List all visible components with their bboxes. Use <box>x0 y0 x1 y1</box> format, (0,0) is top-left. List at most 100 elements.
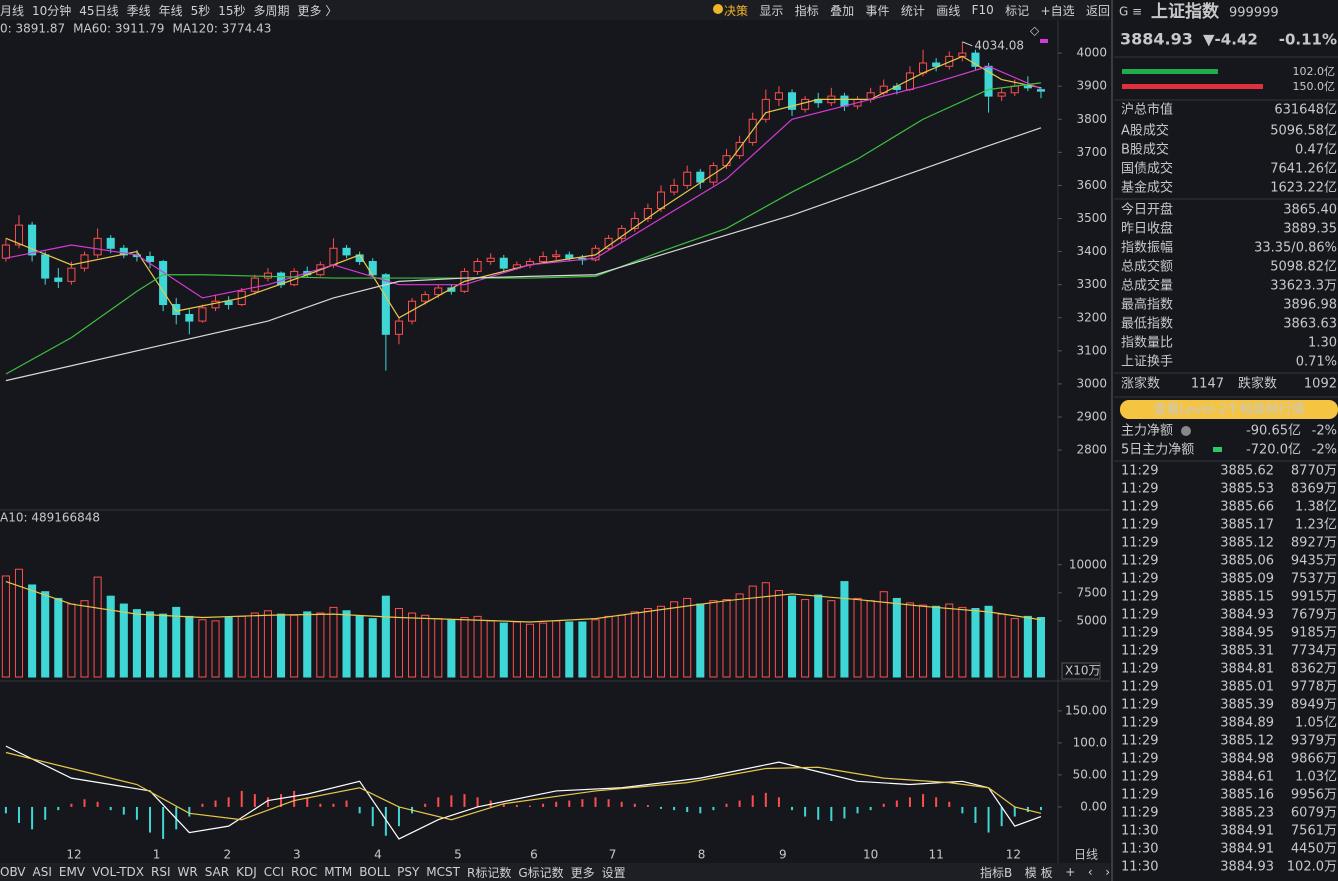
period-button[interactable]: 季线 <box>126 3 151 18</box>
tick-volume: 8770万 <box>1291 464 1337 479</box>
toolbar-bg <box>0 0 1110 20</box>
volume-bar <box>932 605 941 678</box>
tick-time: 11:29 <box>1121 572 1158 587</box>
tab-control[interactable]: 模 板 <box>1024 865 1053 880</box>
macd-bar <box>319 803 322 807</box>
tab-control[interactable]: ‹ <box>1087 865 1093 879</box>
indicator-tab[interactable]: ASI <box>32 865 52 879</box>
y-tick-label: 3600 <box>1076 178 1107 192</box>
indicator-tab[interactable]: 更多 <box>570 865 595 880</box>
tick-price: 3885.23 <box>1220 806 1274 821</box>
tool-button[interactable]: 事件 <box>865 3 890 18</box>
period-button[interactable]: 5秒 <box>190 3 211 18</box>
indicator-tab[interactable]: CCI <box>263 865 285 879</box>
tick-time: 11:29 <box>1121 536 1158 551</box>
bulb-icon <box>713 4 723 14</box>
macd-bar <box>961 806 964 814</box>
period-button[interactable]: 10分钟 <box>32 3 72 18</box>
indicator-tab[interactable]: VOL-TDX <box>92 865 144 879</box>
indicator-tab[interactable]: BOLL <box>359 865 391 879</box>
ma-legend: 0: 3891.87 <box>0 22 65 36</box>
tool-button[interactable]: 画线 <box>936 3 961 18</box>
volume-bar <box>447 619 456 678</box>
tab-control[interactable]: 指标B <box>980 865 1013 880</box>
candle-body <box>434 287 443 296</box>
indicator-tab[interactable]: SAR <box>204 865 230 879</box>
stat-value: 5096.58亿 <box>1270 124 1337 139</box>
indicator-line <box>5 55 1042 319</box>
y-tick-label: 3400 <box>1076 244 1107 258</box>
volume-bar <box>54 597 63 678</box>
macd-bar <box>201 803 204 807</box>
tool-button[interactable]: 返回 <box>1085 3 1110 18</box>
indicator-tab[interactable]: R标记数 <box>466 865 512 880</box>
indicator-tab[interactable]: KDJ <box>236 865 257 879</box>
indicator-tab[interactable]: MCST <box>426 865 460 879</box>
tool-button[interactable]: 指标 <box>794 3 819 18</box>
flow-value: -90.65亿 <box>1246 424 1301 439</box>
tool-button[interactable]: 标记 <box>1005 3 1030 18</box>
period-button[interactable]: 多周期 <box>253 3 290 18</box>
period-button[interactable]: 月线 <box>0 3 25 18</box>
tick-price: 3884.91 <box>1220 824 1274 839</box>
tab-control[interactable]: + <box>1065 865 1076 879</box>
tool-button[interactable]: 决策 <box>724 3 749 18</box>
volume-bar <box>408 612 417 678</box>
stat-value: 1.30 <box>1308 336 1337 351</box>
indicator-tab[interactable]: PSY <box>397 865 420 879</box>
tick-volume: 9185万 <box>1291 626 1337 641</box>
tool-button[interactable]: F10 <box>971 3 994 17</box>
info-icon <box>1181 426 1191 436</box>
period-button[interactable]: 更多 〉 <box>297 3 338 18</box>
volume-bar <box>172 606 181 678</box>
tick-time: 11:29 <box>1121 680 1158 695</box>
indicator-tab[interactable]: WR <box>177 865 198 879</box>
price-change: ▼-4.42 <box>1203 31 1258 49</box>
candle-body <box>1 244 10 259</box>
volume-bar <box>761 582 770 678</box>
flow-label: 102.0亿 <box>1293 65 1336 78</box>
x-tick-label: 2 <box>224 848 232 862</box>
volume-bar <box>512 621 521 678</box>
candle-body <box>473 261 482 272</box>
indicator-tab[interactable]: RSI <box>151 865 171 879</box>
level2-button[interactable] <box>1120 400 1338 419</box>
tick-volume: 1.38亿 <box>1295 500 1337 515</box>
breadth-down: 1092 <box>1304 377 1337 392</box>
x-tick-label: 6 <box>530 848 538 862</box>
y-tick-label: 5000 <box>1076 613 1107 627</box>
y-tick-label: 2800 <box>1076 443 1107 457</box>
x-tick-label: 5 <box>454 848 462 862</box>
volume-bar <box>617 614 626 678</box>
tool-button[interactable]: 叠加 <box>830 3 855 18</box>
indicator-tab[interactable]: 设置 <box>601 865 626 880</box>
y-tick-label: 3700 <box>1076 145 1107 159</box>
volume-bar <box>145 611 155 678</box>
macd-bar <box>83 799 86 807</box>
period-button[interactable]: 15秒 <box>218 3 246 18</box>
volume-bar <box>41 591 50 678</box>
indicator-tab[interactable]: ROC <box>291 865 318 879</box>
indicator-tab[interactable]: MTM <box>324 865 353 879</box>
candle-body <box>106 237 115 249</box>
period-button[interactable]: 45日线 <box>79 3 119 18</box>
indicator-tab[interactable]: OBV <box>0 865 26 879</box>
macd-bar <box>712 806 715 811</box>
macd-bar <box>830 806 833 822</box>
period-button[interactable]: 年线 <box>158 3 183 18</box>
volume-bar <box>132 609 141 678</box>
indicator-tab[interactable]: G标记数 <box>518 865 564 880</box>
indicator-line <box>5 581 1042 623</box>
indicator-tab[interactable]: EMV <box>58 865 86 879</box>
tool-button[interactable]: 显示 <box>759 3 784 18</box>
tick-volume: 102.0万 <box>1287 860 1337 875</box>
macd-bar <box>96 801 99 807</box>
macd-bar <box>646 805 649 807</box>
volume-bar <box>80 600 89 678</box>
tool-button[interactable]: +自选 <box>1040 3 1075 18</box>
volume-bar <box>106 595 115 678</box>
macd-bar <box>240 790 243 807</box>
tab-control[interactable]: › <box>1105 865 1110 879</box>
tool-button[interactable]: 统计 <box>900 3 925 18</box>
